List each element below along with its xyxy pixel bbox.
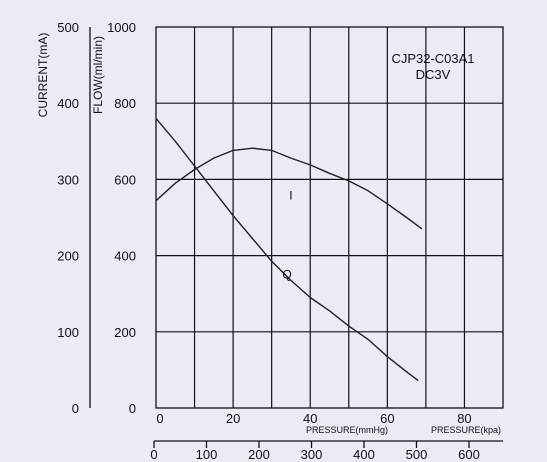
mmhg-tick-label: 60 (380, 411, 394, 426)
series-line-i (155, 147, 423, 230)
flow-tick-label: 600 (114, 172, 136, 187)
grid (155, 26, 504, 409)
current-tick-label: 500 (57, 20, 79, 35)
series-line-q (155, 117, 419, 382)
annotation-voltage: DC3V (416, 67, 451, 82)
kpa-tick-label: 0 (150, 447, 157, 462)
series-label-i: I (289, 188, 292, 202)
labels: CJP32-C03A1 DC3V CURRENT(mA) FLOW(ml/min… (36, 33, 501, 435)
series-layer: IQ (155, 117, 423, 382)
mmhg-tick-label: 80 (457, 411, 471, 426)
current-tick-label: 0 (72, 401, 79, 416)
current-tick-label: 200 (57, 249, 79, 264)
flow-tick-label: 200 (114, 325, 136, 340)
flow-tick-label: 400 (114, 249, 136, 264)
plot-frame (155, 26, 504, 409)
current-tick-label: 100 (57, 325, 79, 340)
kpa-tick-label: 200 (248, 447, 270, 462)
flow-tick-label: 0 (129, 401, 136, 416)
current-tick-label: 400 (57, 96, 79, 111)
kpa-tick-label: 300 (301, 447, 323, 462)
x-axis-label-kpa: PRESSURE(kpa) (431, 425, 501, 435)
kpa-tick-label: 500 (406, 447, 428, 462)
flow-tick-label: 800 (114, 96, 136, 111)
mmhg-tick-label: 20 (226, 411, 240, 426)
annotation-model: CJP32-C03A1 (391, 51, 474, 66)
kpa-tick-label: 600 (458, 447, 480, 462)
current-tick-label: 300 (57, 172, 79, 187)
mmhg-tick-label: 40 (303, 411, 317, 426)
y-axis-label-flow: FLOW(ml/min) (91, 36, 105, 114)
flow-tick-label: 1000 (107, 20, 136, 35)
x-axis-label-mmhg: PRESSURE(mmHg) (306, 425, 388, 435)
mmhg-tick-label: 0 (156, 411, 163, 426)
kpa-tick-label: 400 (353, 447, 375, 462)
series-label-q: Q (282, 268, 291, 282)
kpa-tick-label: 100 (196, 447, 218, 462)
y-axis-label-current: CURRENT(mA) (36, 33, 50, 118)
